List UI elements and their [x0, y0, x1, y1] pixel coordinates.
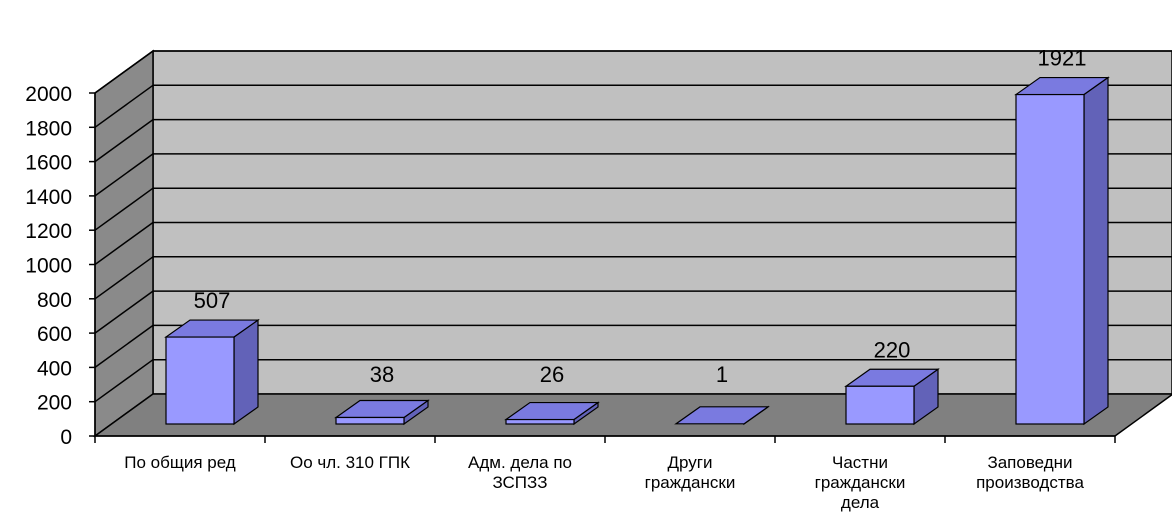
y-tick-label: 600 — [37, 323, 72, 346]
category-label-line: производства — [976, 473, 1084, 492]
category-label-line: Оо чл. 310 ГПК — [290, 453, 410, 472]
bar — [504, 401, 600, 426]
bar-side-face — [1083, 76, 1109, 426]
y-tick-label: 1000 — [25, 255, 72, 278]
y-tick-label: 400 — [37, 357, 72, 380]
data-label: 507 — [194, 288, 231, 313]
gridline-diagonal — [94, 256, 154, 300]
data-label: 220 — [874, 337, 911, 362]
category-label-line: дела — [841, 493, 880, 512]
gridline-diagonal — [94, 50, 154, 94]
category-label: Частни граждански дела — [815, 453, 906, 512]
bar-front-face — [505, 418, 575, 425]
bars — [164, 76, 1110, 426]
y-tick-label: 0 — [60, 426, 72, 449]
bar-top-face — [674, 406, 770, 425]
gridline-diagonal — [94, 290, 154, 334]
bar — [164, 318, 260, 426]
data-labels: 507 38 26 1 220 1921 — [194, 46, 1087, 387]
data-label: 1921 — [1038, 46, 1087, 71]
bar-front-face — [1015, 93, 1085, 425]
category-label: Адм. дела по ЗСПЗЗ — [468, 453, 572, 492]
category-label-line: Други — [668, 453, 713, 472]
category-label: Заповедни производства — [976, 453, 1084, 492]
data-label: 38 — [370, 362, 394, 387]
category-label-line: граждански — [815, 473, 906, 492]
category-label: Оо чл. 310 ГПК — [290, 453, 410, 472]
x-axis-category-labels: По общия ред Оо чл. 310 ГПК Адм. дела по ЗС… — [124, 453, 1084, 512]
gridline-diagonal — [94, 324, 154, 369]
category-label-line: Частни — [832, 453, 888, 472]
y-tick-label: 1400 — [25, 186, 72, 209]
bar — [334, 399, 430, 426]
category-label: Други граждански — [645, 453, 736, 492]
category-label: По общия ред — [124, 453, 236, 472]
gridline-diagonal — [94, 221, 154, 266]
gridline-diagonal — [94, 153, 154, 197]
category-label-line: граждански — [645, 473, 736, 492]
bar-front-face — [165, 336, 235, 425]
category-label-line: Адм. дела по — [468, 453, 572, 472]
bar-side-face — [233, 318, 259, 426]
y-tick-label: 1200 — [25, 220, 72, 243]
y-tick-label: 1600 — [25, 152, 72, 175]
bar — [674, 405, 770, 426]
category-label-line: ЗСПЗЗ — [492, 473, 547, 492]
y-axis-tick-labels: 0 200 400 600 800 1000 1200 1400 1600 1800 2000 — [25, 83, 72, 449]
bar — [844, 368, 940, 426]
gridline-diagonal — [94, 84, 154, 128]
bar-front-face — [335, 416, 405, 425]
data-label: 26 — [540, 362, 564, 387]
y-tick-label: 1800 — [25, 117, 72, 140]
data-label: 1 — [716, 362, 728, 387]
y-tick-label: 200 — [37, 392, 72, 415]
category-label-line: Заповедни — [987, 453, 1072, 472]
gridlines — [94, 50, 1172, 403]
bar-front-face — [845, 385, 915, 425]
gridline-diagonal — [94, 118, 154, 163]
y-tick-label: 2000 — [25, 83, 72, 106]
category-label-line: По общия ред — [124, 453, 236, 472]
axes — [89, 92, 1116, 443]
y-tick-label: 800 — [37, 289, 72, 312]
bar — [1014, 76, 1110, 426]
gridline-diagonal — [94, 187, 154, 231]
gridline-diagonal — [94, 359, 154, 403]
